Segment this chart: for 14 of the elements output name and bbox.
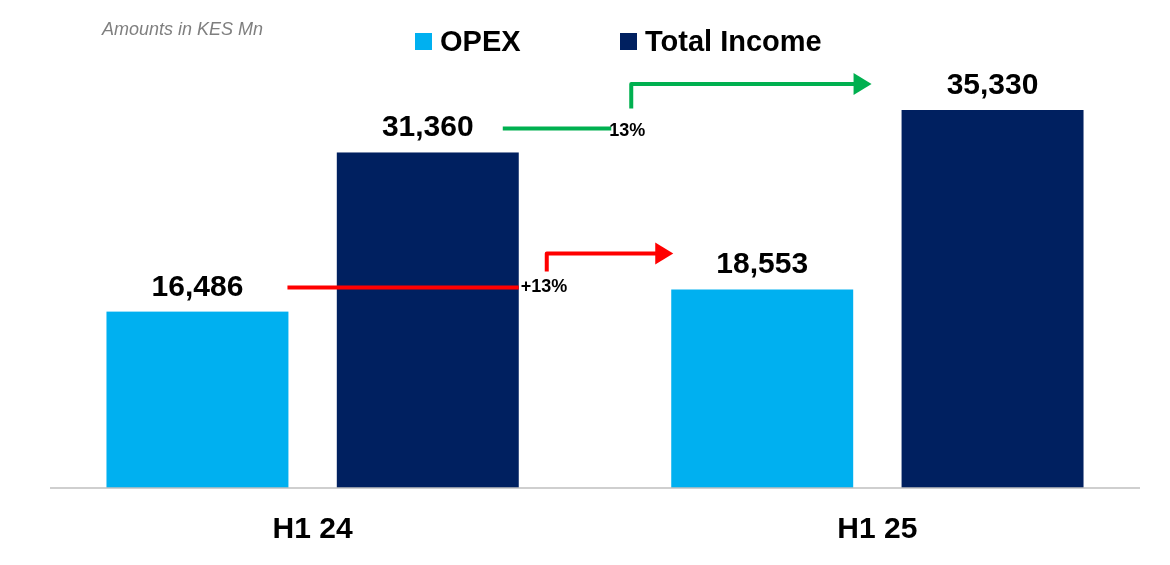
- legend-label: OPEX: [440, 25, 522, 57]
- bar: [106, 311, 289, 488]
- data-label: 31,360: [381, 109, 474, 143]
- bar: [671, 289, 854, 488]
- legend-label: Total Income: [645, 25, 822, 57]
- bar: [901, 110, 1084, 488]
- data-label: 16,486: [151, 268, 244, 302]
- x-tick-label: H1 24: [272, 511, 353, 544]
- annotation: +13%: [520, 275, 568, 296]
- x-tick-label: H1 25: [837, 511, 918, 544]
- text: Amounts in KES Mn: [101, 19, 264, 39]
- data-label: 35,330: [946, 67, 1039, 100]
- data-label: 18,553: [716, 246, 809, 280]
- annotation: 13%: [609, 120, 646, 141]
